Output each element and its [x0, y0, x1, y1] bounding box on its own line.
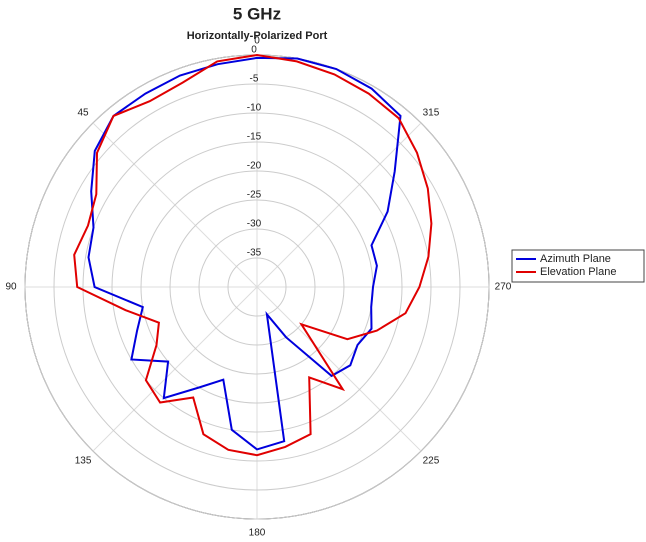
r-tick-label: -25: [247, 190, 262, 201]
angle-label: 180: [249, 528, 266, 539]
angle-label: 270: [495, 282, 512, 293]
grid-ring: [169, 199, 345, 375]
chart-title: 5 GHz: [233, 4, 281, 23]
grid-ring: [198, 228, 316, 346]
r-tick-label: -35: [247, 248, 262, 259]
grid-ring: [227, 257, 287, 317]
series-line: [73, 53, 433, 457]
r-tick-label: -20: [247, 161, 262, 172]
angle-label: 315: [423, 108, 440, 119]
r-tick-label: 0: [251, 45, 257, 56]
legend-label: Elevation Plane: [540, 266, 616, 278]
angle-label: 135: [75, 456, 92, 467]
chart-subtitle: Horizontally-Polarized Port: [187, 30, 328, 42]
grid-ring: [53, 83, 461, 491]
legend-label: Azimuth Plane: [540, 253, 611, 265]
r-tick-label: -10: [247, 103, 262, 114]
r-tick-label: -15: [247, 132, 262, 143]
grid-ring: [82, 112, 432, 462]
r-tick-label: -30: [247, 219, 262, 230]
legend-box: [511, 249, 645, 283]
angle-label: 225: [423, 456, 440, 467]
angle-label: 90: [5, 282, 17, 293]
series-line: [87, 56, 402, 451]
r-tick-label: -5: [250, 74, 259, 85]
angle-label: 0: [254, 36, 260, 47]
grid-ring: [111, 141, 403, 433]
angle-label: 45: [77, 108, 89, 119]
